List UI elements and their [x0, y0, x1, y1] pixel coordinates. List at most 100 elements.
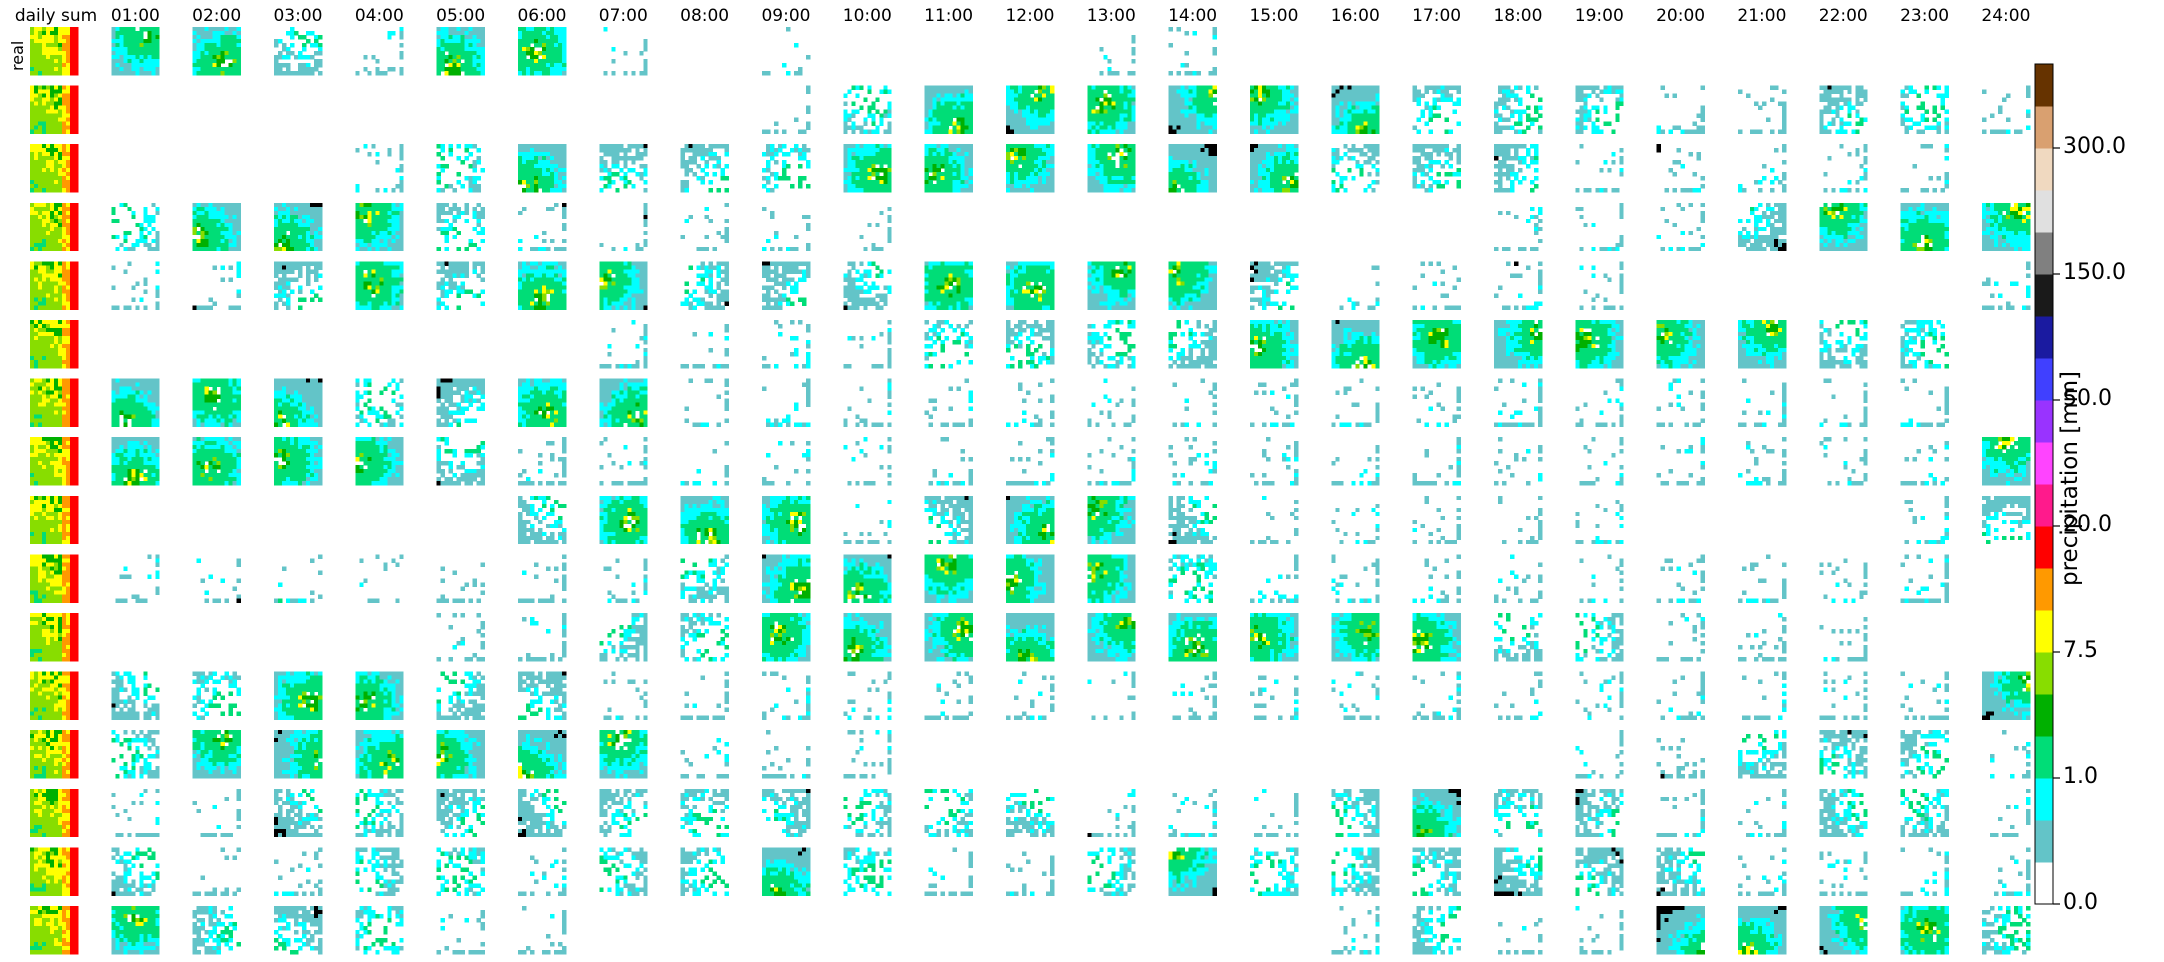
- cell: [204, 35, 210, 40]
- cell: [1575, 97, 1580, 102]
- cell: [761, 206, 767, 212]
- cell: [773, 234, 779, 240]
- cell: [62, 43, 67, 48]
- cell: [1444, 93, 1450, 98]
- cell: [700, 152, 706, 157]
- cell: [549, 43, 555, 48]
- cell: [50, 168, 55, 173]
- hourly-panel: [1737, 85, 1787, 134]
- cell: [1249, 148, 1255, 153]
- cell: [761, 129, 767, 134]
- cell: [476, 184, 482, 189]
- cell: [472, 63, 478, 68]
- cell: [115, 218, 120, 224]
- cell: [74, 105, 79, 110]
- cell: [58, 238, 63, 244]
- cell: [541, 246, 547, 252]
- cell: [1281, 148, 1287, 153]
- cell: [74, 85, 79, 90]
- cell: [74, 214, 79, 220]
- cell: [62, 97, 67, 102]
- cell: [793, 144, 799, 149]
- cell: [968, 101, 974, 106]
- cell: [38, 168, 43, 173]
- cell: [1192, 148, 1198, 153]
- cell: [1111, 117, 1116, 122]
- cell: [62, 234, 67, 240]
- cell: [1029, 156, 1035, 161]
- cell: [1444, 85, 1450, 90]
- cell: [436, 47, 442, 52]
- cell: [1025, 109, 1031, 114]
- cell: [623, 71, 628, 76]
- cell: [557, 152, 563, 157]
- cell: [1103, 176, 1108, 181]
- cell: [46, 35, 51, 40]
- cell: [70, 71, 75, 76]
- cell: [1017, 172, 1023, 177]
- cell: [1331, 105, 1336, 110]
- cell: [948, 85, 954, 90]
- cell: [940, 176, 946, 181]
- cell: [1533, 214, 1539, 220]
- cell: [38, 85, 43, 90]
- cell: [871, 129, 876, 134]
- cell: [1095, 125, 1100, 130]
- cell: [228, 210, 234, 216]
- cell: [444, 218, 450, 224]
- cell: [1087, 125, 1092, 130]
- cell: [297, 51, 303, 56]
- cell: [115, 35, 120, 40]
- cell: [863, 164, 868, 169]
- cell: [436, 246, 442, 252]
- cell: [529, 160, 535, 165]
- cell: [1261, 176, 1267, 181]
- hourly-panel: [355, 202, 404, 252]
- cell: [1212, 105, 1218, 110]
- cell: [232, 31, 238, 36]
- cell: [1575, 93, 1580, 98]
- cell: [964, 97, 970, 102]
- cell: [968, 109, 974, 114]
- cell: [928, 101, 934, 106]
- cell: [1619, 206, 1624, 212]
- cell: [1371, 101, 1376, 106]
- cell: [1025, 97, 1031, 102]
- cell: [1819, 109, 1824, 114]
- cell: [1505, 152, 1511, 157]
- cell: [1184, 63, 1190, 68]
- cell: [1367, 105, 1372, 110]
- cell: [66, 89, 71, 94]
- hourly-panel: [1575, 85, 1624, 134]
- cell: [960, 180, 966, 185]
- cell: [928, 184, 934, 189]
- cell: [58, 164, 63, 169]
- cell: [1131, 47, 1136, 52]
- cell: [1533, 230, 1539, 236]
- cell: [1863, 156, 1868, 161]
- cell: [1525, 105, 1531, 110]
- cell: [1656, 129, 1661, 134]
- cell: [375, 218, 380, 224]
- cell: [1936, 129, 1941, 134]
- cell: [517, 43, 523, 48]
- cell: [62, 113, 67, 118]
- cell: [720, 144, 726, 149]
- cell: [54, 117, 59, 122]
- cell: [1017, 109, 1023, 114]
- cell: [192, 214, 198, 220]
- cell: [1107, 164, 1112, 169]
- cell: [1525, 164, 1531, 169]
- cell: [1095, 168, 1100, 173]
- cell: [1497, 188, 1503, 193]
- cell: [34, 234, 39, 240]
- cell: [924, 144, 930, 149]
- cell: [1289, 144, 1295, 149]
- cell: [1900, 121, 1905, 126]
- cell: [1204, 188, 1210, 193]
- cell: [1859, 121, 1864, 126]
- cell: [399, 210, 404, 216]
- cell: [208, 51, 214, 56]
- cell: [1253, 168, 1259, 173]
- cell: [805, 242, 811, 248]
